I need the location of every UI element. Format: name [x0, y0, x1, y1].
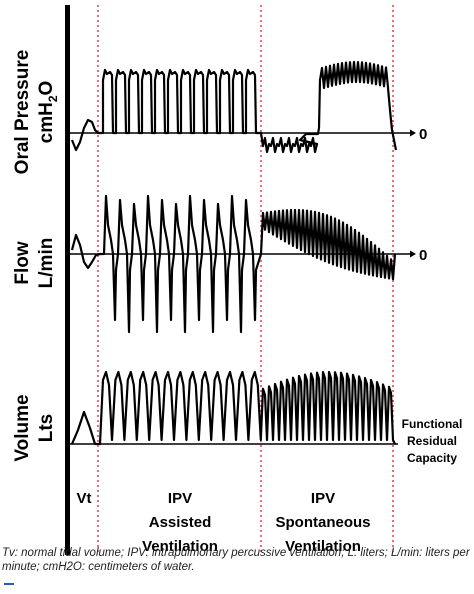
- oral-pressure-trace: [70, 60, 398, 154]
- flow-trace: [70, 194, 397, 334]
- svg-text:Assisted: Assisted: [149, 514, 212, 531]
- svg-text:Ventilation: Ventilation: [285, 538, 361, 555]
- zero-marker-pressure: 0: [398, 126, 427, 143]
- ylabel-pressure: Oral Pressure cmH2O: [12, 50, 60, 175]
- zero-marker-flow: 0: [398, 247, 427, 264]
- svg-text:Vt: Vt: [77, 490, 92, 507]
- svg-text:L/min: L/min: [36, 238, 57, 289]
- volume-trace: [70, 370, 396, 446]
- svg-text:Oral Pressure: Oral Pressure: [12, 50, 33, 175]
- frc-annotation: Functional Residual Capacity: [402, 417, 463, 465]
- svg-text:0: 0: [419, 126, 427, 143]
- svg-text:0: 0: [419, 247, 427, 264]
- svg-text:Functional: Functional: [402, 417, 463, 431]
- svg-text:Spontaneous: Spontaneous: [275, 514, 370, 531]
- figure-caption: Tv: normal tidal volume; IPV: intrapulmo…: [2, 547, 470, 573]
- svg-text:Lts: Lts: [36, 414, 57, 443]
- svg-text:Ventilation: Ventilation: [142, 538, 218, 555]
- svg-text:IPV: IPV: [168, 490, 192, 507]
- y-axis-bar: [65, 5, 70, 555]
- svg-text:cmH2O: cmH2O: [36, 81, 60, 144]
- svg-text:IPV: IPV: [311, 490, 335, 507]
- phase-label-ipv-assisted: IPV Assisted Ventilation: [142, 490, 218, 555]
- ylabel-flow: Flow L/min: [12, 238, 57, 289]
- svg-text:Volume: Volume: [12, 394, 33, 461]
- svg-text:Capacity: Capacity: [407, 451, 457, 465]
- phase-label-ipv-spontaneous: IPV Spontaneous Ventilation: [275, 490, 370, 555]
- waveform-figure: Oral Pressure cmH2O Flow L/min Volume Lt…: [12, 5, 463, 555]
- svg-text:Residual: Residual: [407, 434, 457, 448]
- phase-label-vt: Vt: [77, 490, 92, 507]
- svg-text:Flow: Flow: [12, 241, 33, 284]
- caption-link-mark[interactable]: [4, 583, 14, 585]
- ylabel-volume: Volume Lts: [12, 394, 57, 461]
